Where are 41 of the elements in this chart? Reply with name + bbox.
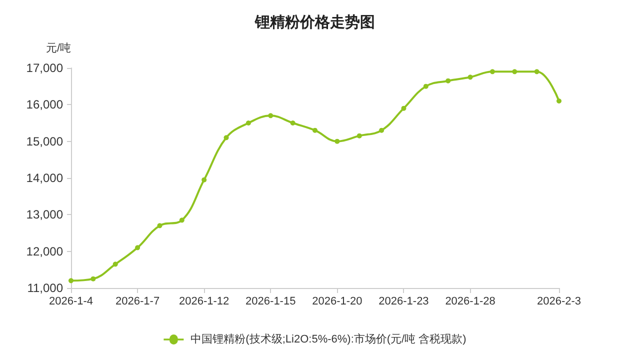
point: [268, 113, 274, 118]
point: [112, 262, 118, 267]
point: [157, 223, 162, 228]
point: [534, 69, 540, 74]
point: [90, 276, 96, 282]
point: [401, 106, 406, 111]
point: [135, 245, 140, 250]
x-tick-label: 2026-2-3: [536, 296, 582, 308]
point: [246, 120, 251, 126]
x-tick-label: 2026-1-15: [246, 296, 296, 308]
point: [312, 128, 318, 133]
x-tick-label: 2026-1-7: [116, 296, 160, 308]
chart-title: 锂精粉价格走势图: [254, 14, 375, 31]
point: [224, 135, 229, 140]
point: [68, 278, 74, 284]
x-tick-label: 2026-1-12: [179, 296, 230, 308]
x-tick-label: 2026-1-20: [312, 296, 362, 308]
point: [202, 177, 207, 182]
point: [356, 133, 362, 138]
point: [512, 69, 518, 74]
y-tick-label: 15,000: [26, 134, 64, 148]
point: [290, 120, 296, 126]
point: [379, 128, 384, 133]
y-tick-label: 14,000: [26, 171, 64, 185]
x-tick-label: 2026-1-28: [445, 296, 496, 308]
point: [556, 98, 562, 104]
point: [179, 218, 184, 223]
y-tick-label: 13,000: [26, 208, 64, 222]
y-tick-label: 17,000: [26, 61, 64, 75]
point: [490, 69, 495, 74]
y-tick-label: 11,000: [27, 281, 64, 295]
point: [468, 74, 473, 80]
y-axis-title: 元/吨: [46, 42, 71, 54]
y-tick-label: 12,000: [26, 244, 64, 258]
x-tick-label: 2026-1-23: [378, 296, 429, 308]
point: [423, 84, 428, 89]
x-tick-label: 2026-1-4: [48, 296, 94, 308]
point: [334, 138, 340, 144]
legend-label: 中国锂精粉(技术级;Li2O:5%-6%):市场价(元/吨 含税现款): [190, 332, 466, 346]
point: [446, 78, 451, 84]
y-tick-label: 16,000: [26, 98, 64, 112]
